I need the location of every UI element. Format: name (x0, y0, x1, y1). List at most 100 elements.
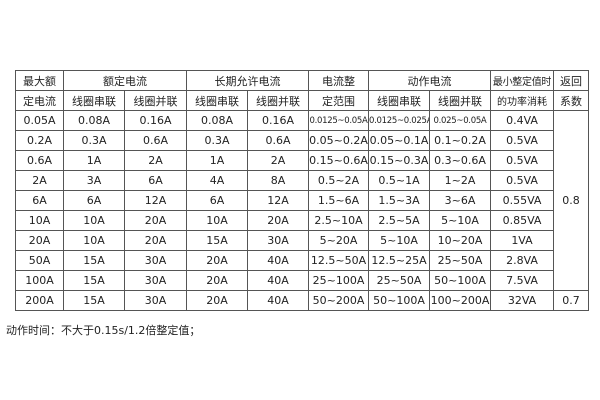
table-cell: 2A (124, 150, 187, 171)
table-cell: 0.5VA (490, 130, 554, 151)
header-return: 返回 (553, 70, 589, 91)
table-cell: 1~2A (429, 170, 491, 191)
table-cell: 0.05~0.2A (308, 130, 369, 151)
table-cell: 3A (63, 170, 125, 191)
table-cell: 12A (247, 190, 309, 211)
header-max-rated: 最大额 (15, 70, 64, 91)
table-cell: 10A (63, 210, 125, 231)
table-cell: 0.3~0.6A (429, 150, 491, 171)
table-cell: 0.4VA (490, 110, 554, 131)
table-cell: 50~100A (368, 290, 430, 311)
table-cell: 0.6A (247, 130, 309, 151)
table-cell: 1.5~6A (308, 190, 369, 211)
return-coefficient: 0.7 (553, 290, 589, 311)
table-cell: 0.85VA (490, 210, 554, 231)
table-cell: 30A (247, 230, 309, 251)
table-cell: 6A (15, 190, 64, 211)
table-cell: 0.3A (63, 130, 125, 151)
relay-spec-table: 最大额 额定电流 长期允许电流 电流整 动作电流 最小整定值时 返回 定电流 线… (15, 70, 589, 311)
table-cell: 1A (186, 150, 248, 171)
table-cell: 1.5~3A (368, 190, 430, 211)
table-cell: 30A (124, 290, 187, 311)
table-cell: 12.5~25A (368, 250, 430, 271)
header-series: 线圈串联 (186, 90, 248, 111)
table-cell: 5~10A (429, 210, 491, 231)
table-cell: 0.5VA (490, 150, 554, 171)
table-cell: 6A (124, 170, 187, 191)
header-parallel: 线圈并联 (429, 90, 491, 111)
header-long-term-current: 长期允许电流 (186, 70, 309, 91)
table-cell: 20A (124, 230, 187, 251)
table-cell: 40A (247, 290, 309, 311)
table-cell: 0.05~0.1A (368, 130, 430, 151)
header-series: 线圈串联 (63, 90, 125, 111)
header-rated-current: 额定电流 (63, 70, 187, 91)
header-max-rated-2: 定电流 (15, 90, 64, 111)
table-cell: 0.5~2A (308, 170, 369, 191)
table-cell: 40A (247, 250, 309, 271)
table-cell: 20A (186, 250, 248, 271)
table-cell: 6A (186, 190, 248, 211)
header-parallel: 线圈并联 (124, 90, 187, 111)
return-coefficient: 0.8 (553, 110, 589, 291)
table-cell: 1A (63, 150, 125, 171)
table-cell: 10A (63, 230, 125, 251)
table-cell: 0.5~1A (368, 170, 430, 191)
table-cell: 12.5~50A (308, 250, 369, 271)
table-cell: 20A (186, 270, 248, 291)
table-cell: 10~20A (429, 230, 491, 251)
table-cell: 100~200A (429, 290, 491, 311)
table-cell: 0.08A (63, 110, 125, 131)
table-cell: 30A (124, 250, 187, 271)
table-cell: 100A (15, 270, 64, 291)
table-cell: 0.5VA (490, 170, 554, 191)
table-cell: 200A (15, 290, 64, 311)
header-min-power-2: 的功率消耗 (490, 90, 554, 111)
table-cell: 8A (247, 170, 309, 191)
table-cell: 50A (15, 250, 64, 271)
table-row: 0.2A 0.3A 0.6A 0.3A 0.6A 0.05~0.2A 0.05~0.1A 0.… (15, 130, 589, 151)
table-cell: 0.55VA (490, 190, 554, 211)
header-min-power: 最小整定值时 (490, 70, 554, 91)
table-cell: 1VA (490, 230, 554, 251)
table-cell: 2A (247, 150, 309, 171)
table-row: 100A 15A 30A 20A 40A 25~100A 25~50A 50~100A 7.5V… (15, 270, 589, 291)
table-cell: 2.8VA (490, 250, 554, 271)
table-cell: 20A (247, 210, 309, 231)
table-cell: 0.2A (15, 130, 64, 151)
table-cell: 15A (63, 250, 125, 271)
table-cell: 0.1~0.2A (429, 130, 491, 151)
table-row: 0.6A 1A 2A 1A 2A 0.15~0.6A 0.15~0.3A 0.3~0.6A 0.… (15, 150, 589, 171)
table-cell: 2.5~10A (308, 210, 369, 231)
table-cell: 0.3A (186, 130, 248, 151)
table-cell: 0.0125~0.05A (308, 110, 369, 131)
header-range-2: 定范围 (308, 90, 369, 111)
table-cell: 25~50A (368, 270, 430, 291)
table-cell: 25~100A (308, 270, 369, 291)
footnote: 动作时间：不大于0.15s/1.2倍整定值； (6, 324, 201, 337)
table-row: 200A 15A 30A 20A 40A 50~200A 50~100A 100~200A 32… (15, 290, 589, 311)
table-cell: 40A (247, 270, 309, 291)
table-row: 50A 15A 30A 20A 40A 12.5~50A 12.5~25A 25~50A 2.8… (15, 250, 589, 271)
header-range: 电流整 (308, 70, 369, 91)
table-cell: 0.08A (186, 110, 248, 131)
table-cell: 10A (15, 210, 64, 231)
table-cell: 15A (63, 290, 125, 311)
header-return-2: 系数 (553, 90, 589, 111)
table-cell: 0.15~0.6A (308, 150, 369, 171)
table-cell: 15A (63, 270, 125, 291)
table-row: 20A 10A 20A 15A 30A 5~20A 5~10A 10~20A 1VA (15, 230, 589, 251)
table-cell: 0.0125~0.025A (368, 110, 430, 131)
table-cell: 2.5~5A (368, 210, 430, 231)
table-cell: 20A (124, 210, 187, 231)
table-cell: 20A (15, 230, 64, 251)
table-cell: 2A (15, 170, 64, 191)
header-action-current: 动作电流 (368, 70, 491, 91)
table-row: 6A 6A 12A 6A 12A 1.5~6A 1.5~3A 3~6A 0.55VA (15, 190, 589, 211)
table-cell: 6A (63, 190, 125, 211)
table-cell: 10A (186, 210, 248, 231)
table-cell: 0.16A (247, 110, 309, 131)
table-cell: 50~100A (429, 270, 491, 291)
table-cell: 0.05A (15, 110, 64, 131)
table-cell: 5~20A (308, 230, 369, 251)
